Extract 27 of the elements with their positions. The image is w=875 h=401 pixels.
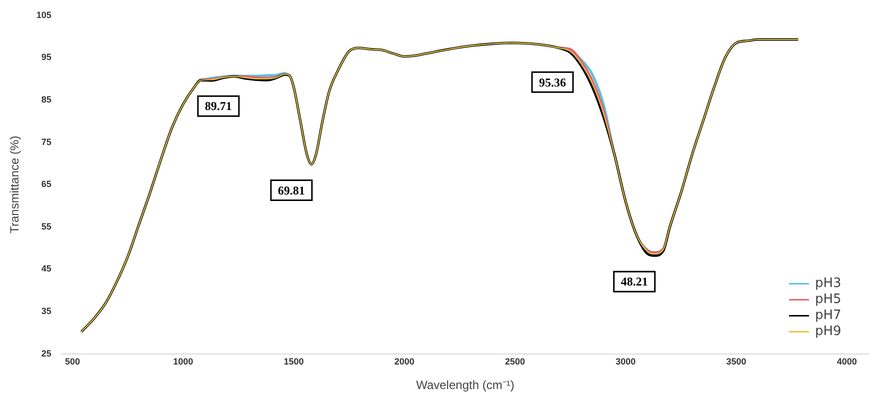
x-tick-label: 500 (64, 356, 80, 367)
annotation: 95.36 (539, 75, 566, 90)
y-tick-label: 85 (41, 94, 52, 104)
x-tick-label: 4000 (836, 356, 857, 367)
annotation: 89.71 (204, 99, 232, 114)
y-tick-label: 75 (41, 136, 52, 147)
x-tick-label: 2000 (394, 356, 414, 367)
annotation: 69.81 (278, 183, 305, 198)
legend-label: pH5 (815, 292, 842, 308)
annotation: 48.21 (620, 274, 648, 289)
y-tick-label: 105 (36, 10, 52, 20)
y-axis-title: Transmittance (%) (8, 136, 22, 234)
x-tick-label: 3000 (616, 356, 636, 367)
legend-label: pH3 (815, 276, 842, 292)
x-tick-label: 2500 (504, 356, 526, 367)
legend-label: pH9 (815, 324, 842, 340)
x-tick-label: 3500 (726, 356, 746, 367)
legend-label: pH7 (815, 308, 842, 324)
y-tick-label: 25 (41, 348, 52, 358)
x-tick-label: 1500 (284, 356, 304, 367)
y-tick-label: 35 (41, 306, 52, 316)
y-tick-label: 45 (41, 264, 52, 274)
x-tick-label: 1000 (173, 356, 194, 367)
y-tick-label: 65 (41, 179, 52, 190)
x-axis-title: Wavelength (cm⁻¹) (416, 378, 514, 392)
y-tick-label: 95 (41, 52, 52, 62)
y-tick-label: 55 (41, 221, 52, 232)
